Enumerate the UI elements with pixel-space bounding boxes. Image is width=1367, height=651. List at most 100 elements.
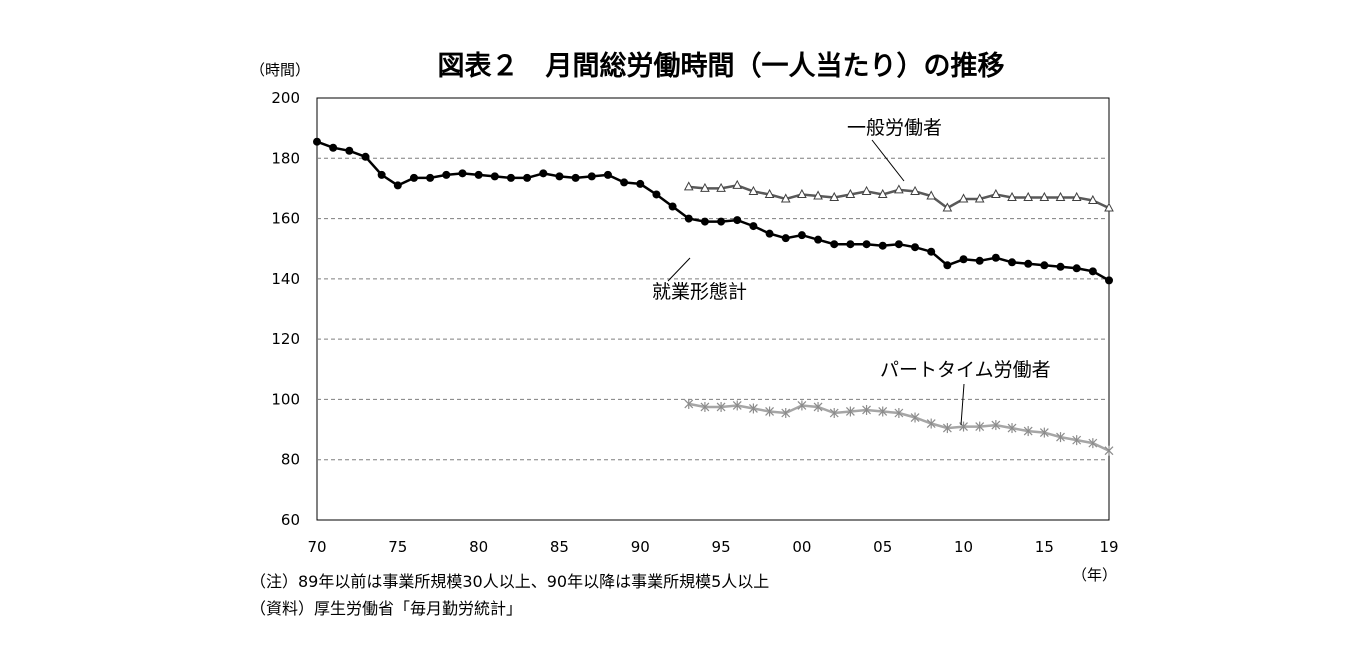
data-point xyxy=(894,184,904,194)
data-point xyxy=(878,241,887,250)
data-point xyxy=(861,185,872,195)
data-point xyxy=(1071,191,1082,201)
data-point xyxy=(846,240,855,249)
data-point xyxy=(1024,259,1033,268)
label-leader-general xyxy=(871,139,905,182)
x-tick-label: 15 xyxy=(1035,538,1054,556)
data-point xyxy=(700,182,710,192)
data-point xyxy=(748,185,759,195)
data-point xyxy=(555,172,564,181)
data-point xyxy=(732,400,742,411)
data-point xyxy=(1105,276,1113,285)
data-point xyxy=(765,229,774,238)
data-point xyxy=(458,169,467,178)
data-point xyxy=(958,193,969,203)
y-axis-ticks: 200 180 160 140 120 100 80 60 xyxy=(271,89,300,529)
x-tick-label: 05 xyxy=(873,538,892,556)
data-point xyxy=(974,193,985,203)
data-point xyxy=(1072,264,1081,273)
data-point xyxy=(797,188,807,198)
data-point xyxy=(1088,194,1098,204)
series-line xyxy=(316,140,1110,282)
data-point xyxy=(700,401,710,412)
data-point xyxy=(862,240,871,249)
series-label-part-time-workers: パートタイム労働者 xyxy=(880,359,1051,381)
data-point xyxy=(345,146,354,155)
data-point xyxy=(911,243,920,252)
data-point xyxy=(1104,202,1114,212)
data-point xyxy=(1104,445,1114,456)
series-lines xyxy=(313,137,1114,456)
data-point xyxy=(780,193,791,203)
x-tick-label: 10 xyxy=(954,538,973,556)
data-point xyxy=(683,181,694,191)
data-point xyxy=(829,407,839,418)
x-tick-label: 00 xyxy=(792,538,811,556)
data-point xyxy=(1072,435,1082,446)
x-tick-label: 95 xyxy=(712,538,731,556)
data-point xyxy=(813,190,823,200)
y-tick-label: 120 xyxy=(271,330,300,348)
data-point xyxy=(1023,426,1033,437)
data-point xyxy=(926,418,936,429)
data-point xyxy=(1023,191,1034,201)
data-point xyxy=(942,423,952,434)
data-point xyxy=(910,185,920,195)
data-point xyxy=(1007,191,1017,201)
x-tick-label: 90 xyxy=(631,538,650,556)
data-point xyxy=(1039,191,1050,201)
data-point xyxy=(717,217,726,226)
data-point xyxy=(991,253,1000,262)
data-point xyxy=(894,240,903,249)
data-point xyxy=(797,400,807,411)
y-tick-label: 80 xyxy=(281,451,300,469)
x-tick-label: 80 xyxy=(469,538,488,556)
series-label-general-workers: 一般労働者 xyxy=(847,117,942,139)
data-point xyxy=(716,401,726,412)
data-point xyxy=(1039,427,1049,438)
x-axis-ticks: 70 75 80 85 90 95 00 05 10 15 19 xyxy=(307,538,1118,556)
y-tick-label: 60 xyxy=(281,511,300,529)
data-point xyxy=(813,401,823,412)
plot-area xyxy=(316,97,1110,521)
data-point xyxy=(830,240,839,249)
data-point xyxy=(636,179,645,188)
data-point xyxy=(829,191,840,201)
label-leader-part-time xyxy=(960,383,965,426)
data-point xyxy=(733,216,742,225)
gridlines xyxy=(317,157,1109,461)
data-point xyxy=(539,169,548,178)
data-point xyxy=(878,406,888,417)
data-point xyxy=(781,234,790,243)
data-point xyxy=(490,172,499,181)
data-point xyxy=(442,170,451,179)
data-point xyxy=(991,188,1001,198)
y-axis-unit: （時間） xyxy=(250,61,310,79)
data-point xyxy=(716,182,726,192)
data-point xyxy=(1056,262,1065,271)
data-point xyxy=(1007,423,1017,434)
data-point xyxy=(1088,438,1098,449)
data-point xyxy=(1040,261,1049,270)
data-point xyxy=(313,137,321,146)
data-point xyxy=(975,256,984,265)
data-point xyxy=(748,403,758,414)
data-point xyxy=(845,406,855,417)
data-point xyxy=(910,412,920,423)
y-tick-label: 160 xyxy=(271,210,300,228)
data-point xyxy=(603,170,612,179)
data-point xyxy=(877,188,888,198)
data-point xyxy=(377,170,386,179)
x-tick-label: 85 xyxy=(550,538,569,556)
data-point xyxy=(959,255,968,264)
data-point xyxy=(426,173,435,182)
data-point xyxy=(361,152,370,161)
y-tick-label: 180 xyxy=(271,149,300,167)
data-point xyxy=(668,202,677,211)
data-point xyxy=(991,420,1001,431)
x-tick-label: 75 xyxy=(388,538,407,556)
data-point xyxy=(765,406,774,417)
data-point xyxy=(749,222,758,231)
note-text: （注）89年以前は事業所規模30人以上、90年以降は事業所規模5人以上 xyxy=(250,572,769,591)
data-point xyxy=(732,179,743,189)
